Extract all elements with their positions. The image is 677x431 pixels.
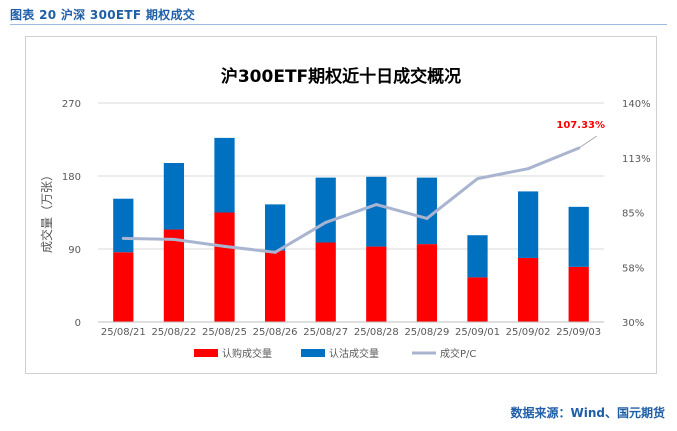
pc-last-value-label: 107.33% <box>556 120 605 131</box>
pc-ratio-point <box>526 167 530 171</box>
annotation-leader <box>578 135 597 149</box>
put-volume-bar <box>366 176 387 247</box>
chart-title: 沪300ETF期权近十日成交概况 <box>221 66 461 87</box>
x-tick-label: 25/08/21 <box>101 327 146 338</box>
x-tick-label: 25/08/25 <box>202 327 247 338</box>
put-volume-bar <box>163 163 185 230</box>
call-volume-bar <box>366 246 387 322</box>
chart-frame: 沪300ETF期权近十日成交概况 成交量（万张） 107.33% 0 90 180 2… <box>25 36 657 374</box>
put-volume-bar <box>264 204 286 251</box>
pc-ratio-point <box>273 250 277 254</box>
legend-swatch <box>194 349 218 357</box>
pc-ratio-point <box>121 236 125 240</box>
x-tick-label: 25/09/02 <box>506 327 551 338</box>
line-layer: 107.33% <box>121 120 605 254</box>
call-volume-bar <box>467 277 488 322</box>
y-tick-label: 180 <box>62 172 81 183</box>
legend-label: 认沽成交量 <box>329 347 379 360</box>
call-volume-bar <box>416 244 438 322</box>
pc-ratio-point <box>374 203 378 207</box>
call-volume-bar <box>315 242 336 322</box>
call-volume-bar <box>264 250 286 322</box>
put-volume-bar <box>568 206 589 267</box>
put-volume-bar <box>214 137 235 213</box>
pc-ratio-point <box>425 216 429 220</box>
put-volume-bar <box>416 177 438 245</box>
chart-svg: 沪300ETF期权近十日成交概况 成交量（万张） 107.33% 0 90 180 2… <box>39 66 651 360</box>
put-volume-bar <box>315 177 336 243</box>
x-tick-label: 25/08/26 <box>253 327 298 338</box>
x-tick-label: 25/08/28 <box>354 327 399 338</box>
legend: 认购成交量 认沽成交量 成交P/C <box>194 347 476 360</box>
pc-ratio-point <box>223 244 226 248</box>
y-axis-label: 成交量（万张） <box>39 169 54 253</box>
figure-caption: 图表 20 沪深 300ETF 期权成交 <box>10 8 196 22</box>
y2-tick-label: 30% <box>622 318 644 329</box>
call-volume-bar <box>214 212 235 322</box>
y2-tick-label: 85% <box>622 209 644 220</box>
y2-tick-label: 58% <box>622 263 644 274</box>
pc-ratio-point <box>172 237 176 241</box>
y-tick-label: 90 <box>68 245 81 256</box>
pc-ratio-line <box>123 146 580 254</box>
caption-rule <box>10 24 667 25</box>
call-volume-bar <box>113 252 134 322</box>
pc-ratio-point <box>476 177 479 181</box>
legend-swatch <box>301 349 325 357</box>
y-tick-label: 0 <box>75 318 81 329</box>
bar-layer <box>113 137 589 322</box>
x-tick-label: 25/08/27 <box>303 327 348 338</box>
put-volume-bar <box>113 198 134 253</box>
x-tick-label: 25/09/01 <box>455 327 500 338</box>
call-volume-bar <box>568 266 589 322</box>
x-tick-label: 25/09/03 <box>556 327 601 338</box>
call-volume-bar <box>517 257 539 322</box>
put-volume-bar <box>517 191 539 258</box>
put-volume-bar <box>467 235 488 278</box>
y2-tick-label: 113% <box>622 154 651 165</box>
call-volume-bar <box>163 229 185 322</box>
pc-ratio-point <box>324 220 328 224</box>
y2-tick-label: 140% <box>622 99 651 110</box>
y-tick-label: 270 <box>62 99 81 110</box>
axis-layer: 0 90 180 270 30% 58% 85% 113% 140% 25/08/21 25/08/… <box>62 99 651 338</box>
x-tick-label: 25/08/22 <box>151 327 196 338</box>
source-note: 数据来源：Wind、国元期货 <box>510 406 665 420</box>
x-tick-label: 25/08/29 <box>404 327 449 338</box>
legend-label: 成交P/C <box>440 347 476 360</box>
legend-label: 认购成交量 <box>222 347 272 360</box>
